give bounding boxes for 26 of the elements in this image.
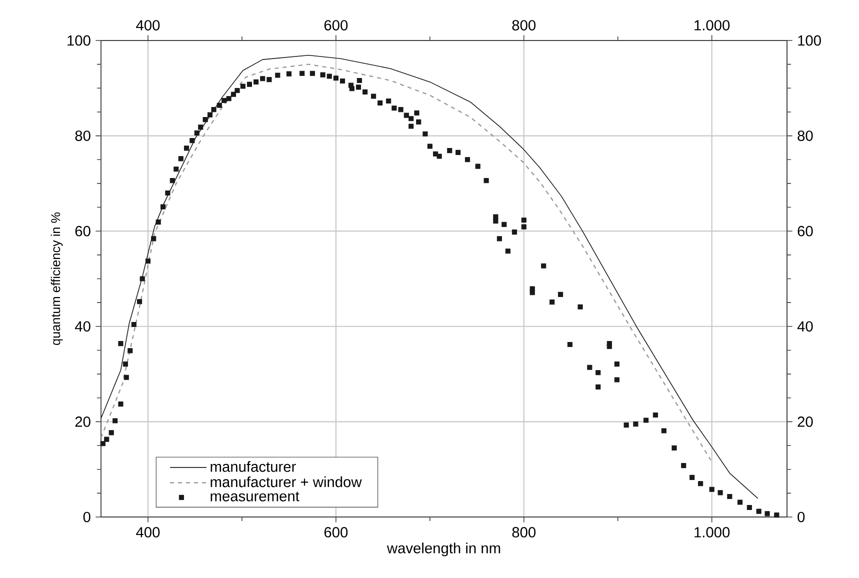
legend-label: manufacturer + window: [210, 476, 362, 488]
y2-tick-label: 40: [797, 321, 813, 332]
y-tick-label: 20: [75, 416, 90, 427]
x-axis-title: wavelength in nm: [386, 542, 500, 556]
y-tick-label: 60: [75, 226, 90, 236]
y-axis-title: quantum efficiency in %: [50, 212, 63, 345]
y-tick-label: 100: [68, 35, 90, 46]
y-tick-label: 80: [75, 130, 90, 141]
y2-tick-label: 60: [798, 226, 813, 236]
y2-tick-label: 0: [798, 512, 805, 522]
x2-tick-label: 400: [136, 527, 160, 538]
y2-tick-label: 100: [798, 35, 821, 46]
x-tick-label: 400: [136, 20, 160, 30]
y2-tick-label: 20: [798, 416, 813, 427]
x-tick-label: 600: [324, 20, 348, 30]
x-tick-label: 800: [512, 20, 536, 30]
y-tick-label: 0: [83, 512, 90, 522]
legend-label: measurement: [210, 492, 300, 502]
line-series: [101, 64, 712, 461]
y-tick-label: 40: [74, 321, 90, 332]
x2-tick-label: 600: [324, 527, 348, 538]
y2-tick-label: 80: [798, 130, 813, 141]
x2-tick-label: 800: [512, 527, 536, 538]
legend-label: manufacturer: [210, 461, 296, 472]
x-tick-label: 1.000: [694, 20, 730, 30]
x2-tick-label: 1.000: [694, 527, 730, 538]
